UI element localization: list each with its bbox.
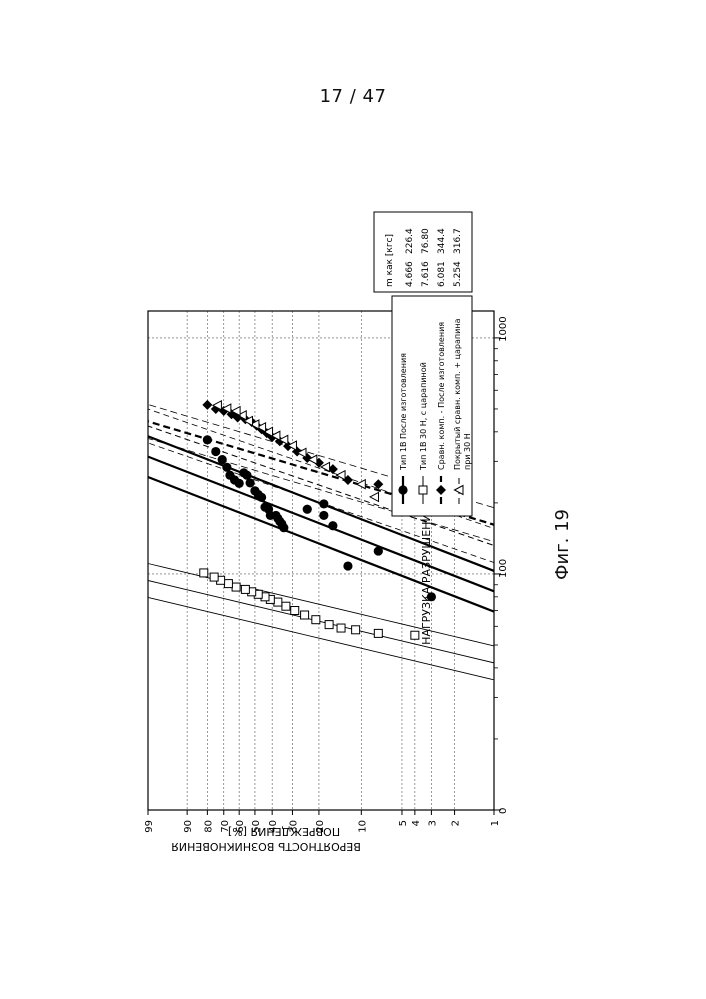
legend-label-3: Сравн. комп. - После изготовления bbox=[437, 322, 446, 470]
fit-lines bbox=[120, 311, 585, 791]
data-point bbox=[312, 616, 320, 624]
fit-line-series-1 bbox=[120, 311, 585, 791]
fit-line-series-3 bbox=[120, 311, 585, 791]
data-point bbox=[303, 505, 312, 514]
data-point bbox=[427, 592, 436, 601]
legend-label-2: Тип 1В 30 Н, с царапиной bbox=[419, 362, 428, 471]
data-point bbox=[319, 499, 328, 508]
y-axis-title-line2: ПОВРЕЖДЕНИЯ [%] bbox=[228, 825, 340, 838]
fit-band-upper-series-4 bbox=[120, 311, 585, 791]
data-point bbox=[260, 502, 269, 511]
data-point bbox=[224, 580, 232, 588]
param-m-value: 7.616 bbox=[421, 261, 431, 287]
legend-label-5: при 30 Н bbox=[463, 433, 472, 470]
data-point bbox=[328, 521, 337, 530]
x-tick-label: 1000 bbox=[498, 316, 509, 341]
fit-band-lower-series-1 bbox=[120, 311, 585, 791]
data-point bbox=[218, 455, 227, 464]
legend-marker bbox=[419, 486, 427, 494]
legend-marker bbox=[398, 485, 407, 494]
fit-band-lower-series-3 bbox=[120, 311, 585, 791]
fit-band-upper-series-1 bbox=[120, 311, 585, 791]
data-point bbox=[211, 447, 220, 456]
x-tick-label: 0 bbox=[498, 808, 509, 814]
data-point bbox=[343, 561, 352, 570]
param-m-value: 4.666 bbox=[405, 261, 415, 287]
data-point bbox=[200, 569, 208, 577]
legend-label-1: Тип 1В После изготовления bbox=[399, 353, 408, 471]
data-point bbox=[274, 598, 282, 606]
data-point bbox=[241, 585, 249, 593]
data-point bbox=[325, 621, 333, 629]
param-eta-value: 316.7 bbox=[453, 228, 463, 254]
fit-line-series-4 bbox=[120, 311, 585, 791]
data-point bbox=[411, 631, 419, 639]
data-point bbox=[301, 611, 309, 619]
data-point bbox=[374, 629, 382, 637]
data-point bbox=[202, 400, 212, 410]
data-point bbox=[337, 624, 345, 632]
series-2-points bbox=[200, 569, 419, 639]
data-point bbox=[210, 573, 218, 581]
y-axis-title-line1: ВЕРОЯТНОСТЬ ВОЗНИКНОВЕНИЯ bbox=[171, 840, 361, 853]
y-tick-label: 90 bbox=[183, 820, 194, 833]
data-point bbox=[239, 468, 248, 477]
y-tick-label: 3 bbox=[427, 820, 438, 826]
x-tick-label: 100 bbox=[498, 559, 509, 578]
figure-caption: Фиг. 19 bbox=[552, 500, 576, 580]
fit-band-lower-series-4 bbox=[120, 311, 585, 791]
fit-line-series-2 bbox=[120, 311, 585, 791]
param-eta-value: 226.4 bbox=[405, 228, 415, 254]
param-table-header: m как [кгс] bbox=[385, 234, 395, 287]
y-tick-label: 5 bbox=[398, 820, 409, 826]
data-point bbox=[352, 626, 360, 634]
y-tick-label: 80 bbox=[203, 820, 214, 833]
data-point bbox=[374, 546, 383, 555]
series-4-points bbox=[213, 401, 406, 508]
data-point bbox=[370, 492, 379, 501]
fit-band-upper-series-3 bbox=[120, 311, 585, 791]
param-m-value: 6.081 bbox=[437, 261, 447, 287]
data-point bbox=[225, 471, 234, 480]
legend-label-4: Покрытый сравн. комп. + царапина bbox=[453, 318, 462, 470]
param-m-value: 5.254 bbox=[453, 261, 463, 287]
data-point bbox=[282, 602, 290, 610]
param-eta-value: 76.80 bbox=[421, 228, 431, 254]
y-tick-label: 4 bbox=[411, 820, 422, 826]
data-point bbox=[232, 583, 240, 591]
y-tick-label: 10 bbox=[357, 820, 368, 833]
param-eta-value: 344.4 bbox=[437, 228, 447, 254]
data-point bbox=[319, 511, 328, 520]
data-point bbox=[203, 435, 212, 444]
data-point bbox=[250, 486, 259, 495]
fit-band-lower-series-2 bbox=[120, 311, 585, 791]
fit-band-upper-series-2 bbox=[120, 311, 585, 791]
y-tick-label: 2 bbox=[451, 820, 462, 826]
y-tick-label: 99 bbox=[144, 820, 155, 833]
data-point bbox=[291, 607, 299, 615]
y-tick-label: 1 bbox=[490, 820, 501, 826]
data-point bbox=[222, 463, 231, 472]
